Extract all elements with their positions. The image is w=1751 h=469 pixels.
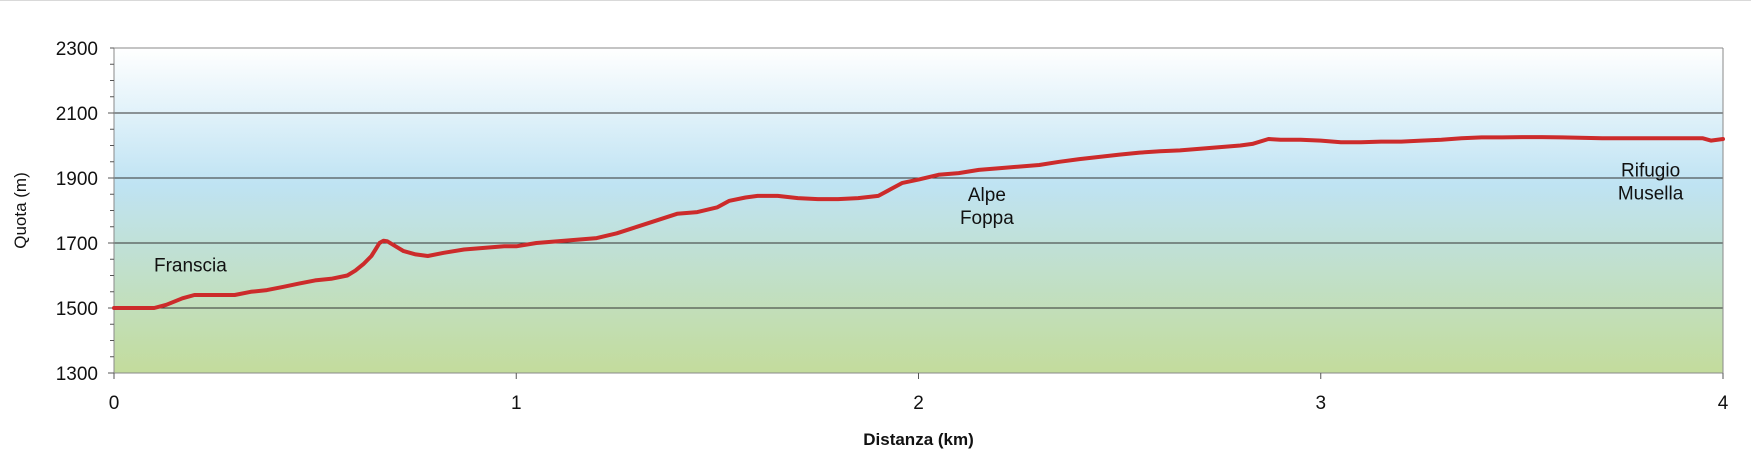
annotation-line: Foppa — [960, 208, 1014, 229]
elevation-line — [112, 135, 1725, 310]
y-tick-label-2100: 2100 — [56, 104, 98, 125]
annotations: Franscia Alpe Foppa Rifugio Musella — [154, 160, 1684, 276]
x-tick-label-1: 1 — [511, 393, 522, 414]
x-tick-label-2: 2 — [913, 393, 924, 414]
y-tick-label-2300: 2300 — [56, 39, 98, 60]
y-tick-labels: 1300 1500 1700 1900 2100 2300 — [56, 39, 98, 385]
y-tick-label-1500: 1500 — [56, 299, 98, 320]
annotation-line: Alpe — [968, 185, 1006, 206]
x-tick-labels: 0 1 2 3 4 — [109, 393, 1729, 414]
y-tick-label-1300: 1300 — [56, 364, 98, 385]
minor-ticks — [108, 47, 1724, 379]
y-tick-label-1900: 1900 — [56, 169, 98, 190]
x-axis-title: Distanza (km) — [863, 430, 974, 449]
x-tick-label-4: 4 — [1718, 393, 1729, 414]
annotation-2: Rifugio Musella — [1618, 160, 1684, 204]
top-rule — [0, 0, 1751, 1]
annotation-1: Alpe Foppa — [960, 185, 1014, 229]
y-tick-label-1700: 1700 — [56, 234, 98, 255]
y-axis-title: Quota (m) — [11, 172, 30, 249]
annotation-line: Rifugio — [1621, 160, 1680, 181]
annotation-0: Franscia — [154, 256, 227, 277]
annotation-line: Musella — [1618, 183, 1684, 204]
x-tick-label-0: 0 — [109, 393, 120, 414]
annotation-line: Franscia — [154, 256, 227, 277]
x-tick-label-3: 3 — [1315, 393, 1326, 414]
plot-background — [114, 48, 1723, 373]
